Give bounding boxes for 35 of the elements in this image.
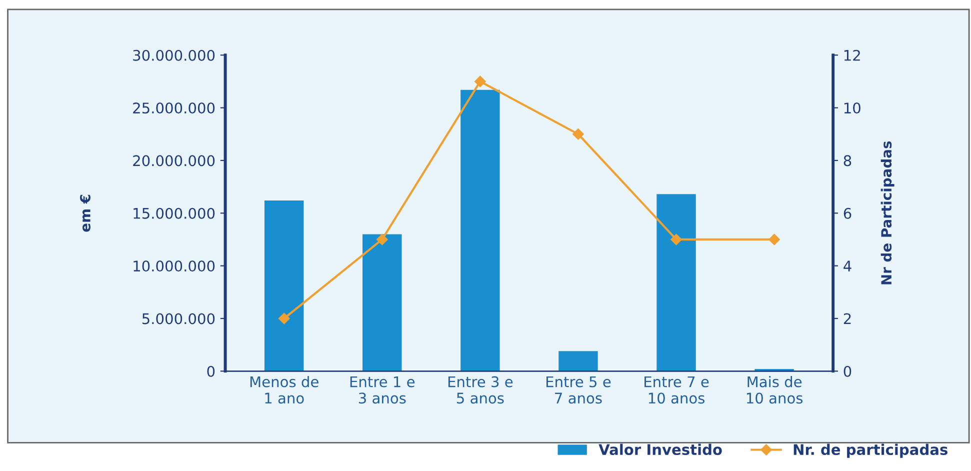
y-tick-label: 20.000.000: [133, 155, 215, 166]
y2-tick-label: 6: [844, 208, 852, 219]
y-tick-label: 5.000.000: [142, 313, 215, 324]
y-axis-title: em €: [80, 194, 90, 232]
y-tick-label: 0: [207, 366, 215, 377]
y2-tick-label: 12: [844, 50, 860, 61]
y-tick-label: 15.000.000: [134, 208, 215, 219]
y2-axis-title: Nr de Participadas: [880, 141, 894, 284]
bar: [656, 194, 696, 372]
y2-tick-label: 2: [844, 313, 851, 324]
y2-tick-label: 8: [844, 155, 852, 166]
x-tick-label: Menos de 1 ano: [250, 376, 318, 404]
bar: [558, 351, 598, 372]
point: [278, 312, 290, 324]
y-tick-label: 30.000.000: [133, 50, 215, 61]
bar: [460, 90, 500, 372]
y-tick-label: 25.000.000: [133, 102, 215, 114]
point: [376, 234, 388, 246]
legend-label: Nr. de participadas: [794, 444, 948, 458]
bar: [264, 200, 304, 372]
point: [768, 234, 780, 246]
x-tick-label: Entre 7 e 10 anos: [644, 376, 709, 404]
y2-tick-label: 4: [844, 260, 852, 272]
bar: [362, 234, 402, 372]
x-tick-label: Entre 3 e 5 anos: [448, 376, 513, 404]
y2-tick-label: 0: [844, 366, 852, 377]
point: [474, 76, 486, 88]
legend-label: Valor Investido: [598, 444, 722, 456]
y2-tick-label: 10: [844, 102, 860, 114]
point: [670, 234, 682, 246]
x-tick-label: Entre 5 e 7 anos: [546, 376, 611, 404]
x-tick-label: Mais de 10 anos: [746, 376, 803, 404]
point: [572, 128, 584, 140]
x-tick-label: Entre 1 e 3 anos: [350, 376, 415, 404]
y-tick-label: 10.000.000: [134, 260, 215, 272]
